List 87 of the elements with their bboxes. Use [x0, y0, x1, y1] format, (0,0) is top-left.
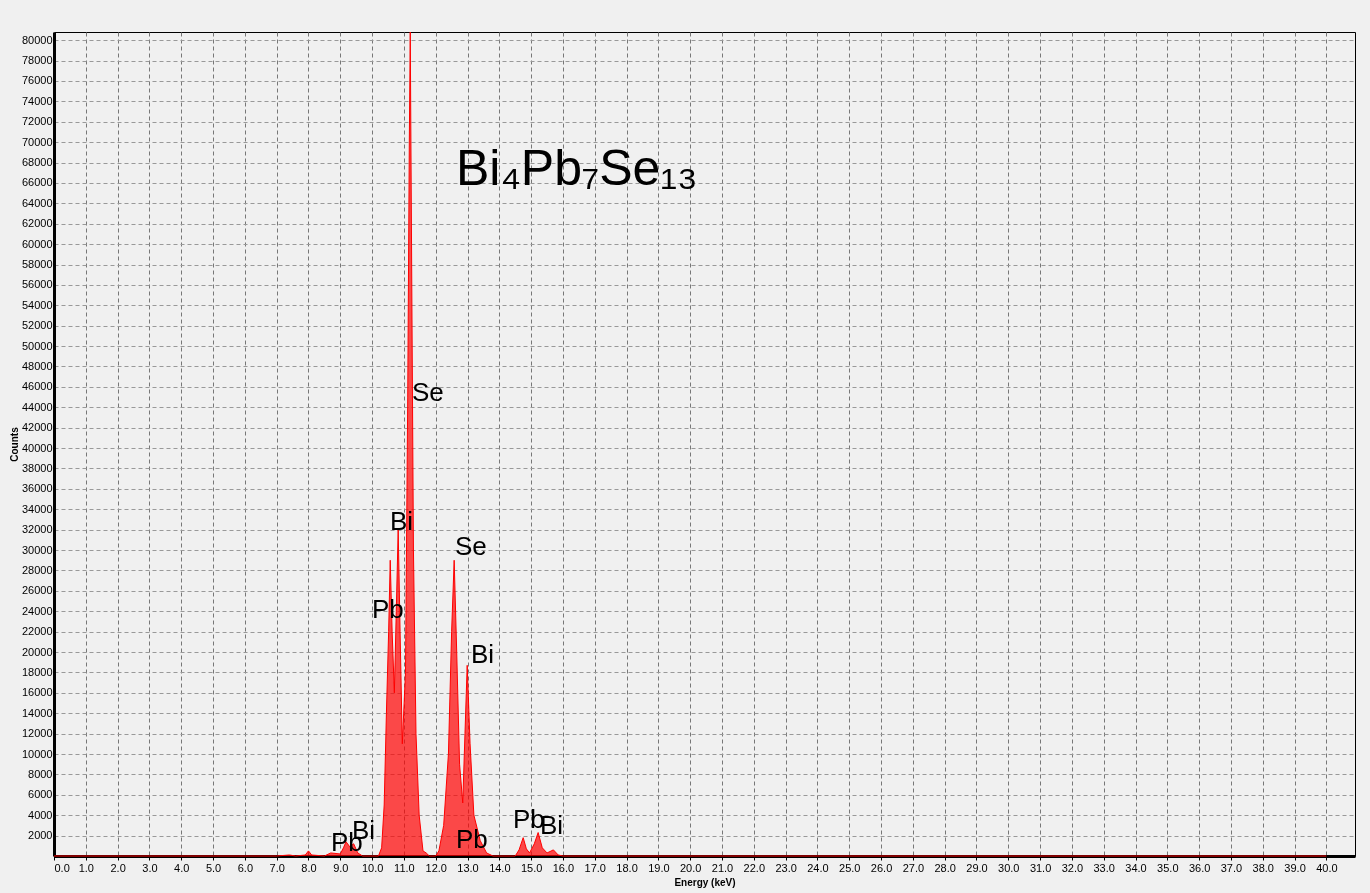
- annotation: Se: [412, 377, 444, 407]
- x-tick-label: 36.0: [1188, 861, 1211, 874]
- x-tick-label: 19.0: [648, 861, 670, 874]
- x-tick-label: 35.0: [1157, 861, 1179, 874]
- y-tick-label: 34000: [21, 502, 53, 515]
- y-tick-label: 70000: [21, 135, 53, 148]
- x-tick-label: 28.0: [934, 861, 956, 874]
- y-tick-label: 62000: [21, 217, 53, 230]
- x-tick-label: 14.0: [489, 861, 511, 874]
- y-tick-label: 66000: [21, 176, 53, 189]
- y-tick-label: 16000: [21, 686, 53, 699]
- y-axis-title: Counts: [8, 426, 20, 462]
- x-tick-label: 16.0: [552, 861, 575, 874]
- x-tick-label: 17.0: [584, 861, 606, 874]
- x-tick-label: 2.0: [110, 861, 126, 874]
- y-tick-label: 32000: [21, 523, 53, 536]
- y-tick-label: 76000: [21, 74, 53, 87]
- x-tick-label: 40.0: [1316, 861, 1338, 874]
- x-tick-label: 0.0: [54, 861, 70, 874]
- x-tick-label: 6.0: [237, 861, 253, 874]
- x-tick-label: 8.0: [301, 861, 317, 874]
- y-tick-label: 60000: [21, 237, 53, 250]
- y-tick-label: 30000: [21, 543, 53, 556]
- y-tick-label: 22000: [21, 625, 53, 638]
- x-tick-label: 22.0: [743, 861, 766, 874]
- y-tick-label: 6000: [28, 788, 53, 801]
- y-tick-label: 12000: [21, 727, 53, 740]
- annotation: Se: [455, 531, 487, 561]
- x-tick-label: 11.0: [394, 861, 415, 874]
- x-tick-label: 1.0: [78, 861, 94, 874]
- y-tick-label: 56000: [21, 278, 53, 291]
- x-tick-label: 15.0: [520, 861, 543, 874]
- y-tick-label: 42000: [21, 421, 53, 434]
- y-tick-label: 28000: [21, 563, 53, 576]
- x-tick-label: 13.0: [457, 861, 479, 874]
- x-axis-title: Energy (keV): [674, 876, 736, 888]
- x-tick-label: 23.0: [775, 861, 797, 874]
- x-tick-label: 24.0: [807, 861, 829, 874]
- y-tick-label: 58000: [21, 258, 53, 271]
- y-tick-label: 24000: [21, 604, 53, 617]
- y-tick-label: 38000: [21, 461, 53, 474]
- x-tick-label: 27.0: [902, 861, 925, 874]
- x-tick-label: 20.0: [679, 861, 702, 874]
- y-tick-label: 48000: [21, 360, 53, 372]
- x-tick-label: 32.0: [1061, 861, 1084, 874]
- y-tick-label: 50000: [21, 339, 53, 352]
- y-tick-label: 20000: [21, 645, 53, 658]
- x-tick-label: 30.0: [998, 861, 1020, 874]
- x-tick-label: 12.0: [425, 861, 447, 874]
- y-tick-label: 8000: [28, 767, 53, 780]
- y-tick-label: 40000: [21, 441, 53, 454]
- x-tick-label: 26.0: [870, 861, 893, 874]
- y-tick-label: 80000: [21, 33, 53, 46]
- x-tick-label: 39.0: [1284, 861, 1306, 874]
- y-tick-label: 36000: [21, 482, 53, 495]
- y-tick-label: 78000: [21, 54, 53, 67]
- x-tick-label: 5.0: [205, 861, 222, 874]
- x-tick-label: 33.0: [1093, 861, 1115, 874]
- x-tick-label: 37.0: [1220, 861, 1243, 874]
- y-tick-label: 74000: [21, 94, 53, 107]
- x-tick-label: 10.0: [361, 861, 384, 874]
- x-tick-label: 29.0: [966, 861, 988, 874]
- x-tick-label: 7.0: [269, 861, 285, 874]
- text: Bi₄Pb₇Se₁₃: [456, 140, 698, 196]
- y-tick-label: 4000: [28, 808, 53, 821]
- x-tick-label: 4.0: [174, 861, 190, 874]
- y-tick-label: 44000: [21, 400, 53, 413]
- y-tick-label: 18000: [21, 665, 53, 678]
- y-tick-label: 52000: [21, 319, 53, 332]
- x-tick-label: 21.0: [711, 861, 734, 874]
- y-tick-label: 54000: [21, 298, 53, 311]
- x-tick-label: 9.0: [333, 861, 349, 874]
- y-tick-label: 68000: [21, 156, 53, 169]
- x-tick-label: 34.0: [1125, 861, 1147, 874]
- y-tick-label: 64000: [21, 196, 53, 209]
- y-tick-label: 26000: [21, 584, 53, 597]
- x-tick-label: 38.0: [1252, 861, 1274, 874]
- y-tick-label: 72000: [21, 115, 53, 128]
- y-tick-label: 46000: [21, 380, 53, 393]
- x-tick-label: 18.0: [616, 861, 638, 874]
- y-tick-label: 10000: [21, 747, 53, 760]
- x-tick-label: 3.0: [142, 861, 158, 874]
- y-tick-label: 2000: [28, 829, 53, 842]
- annotation: Bi: [471, 639, 495, 669]
- x-tick-label: 25.0: [839, 861, 861, 874]
- x-tick-label: 31.0: [1029, 861, 1052, 874]
- y-tick-label: 14000: [21, 706, 53, 719]
